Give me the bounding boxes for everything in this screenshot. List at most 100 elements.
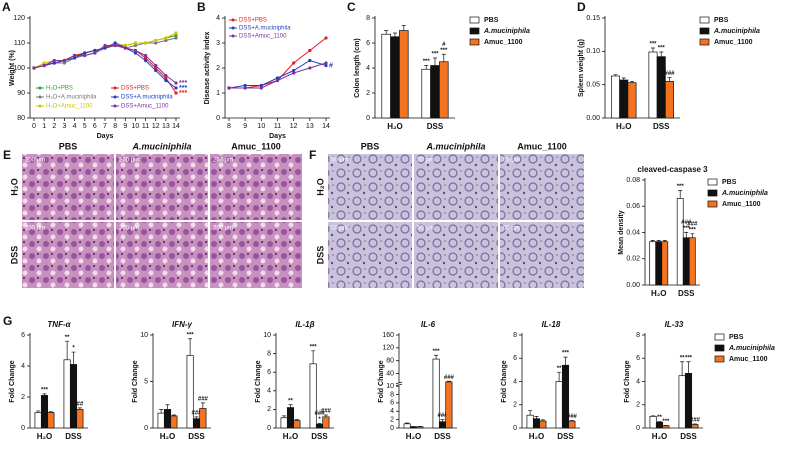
x-tick-label: 6 [93, 123, 97, 130]
y-tick-label: 10 [386, 383, 394, 390]
y-tick-label: 8 [267, 350, 271, 357]
data-point [164, 36, 168, 40]
data-point [243, 83, 247, 88]
error-bar [621, 77, 626, 80]
error-bar [159, 409, 164, 414]
bar [390, 36, 400, 119]
bar [430, 65, 440, 119]
y-tick-label: 2 [21, 394, 25, 401]
data-point [174, 31, 178, 35]
data-point [42, 63, 46, 68]
significance: *** [41, 387, 49, 393]
bar [416, 426, 424, 429]
legend-swatch [469, 38, 480, 46]
data-point [154, 66, 158, 70]
data-point [143, 53, 148, 58]
error-bar [563, 356, 568, 366]
bar [691, 424, 699, 429]
error-bar [288, 404, 293, 408]
scale-bar-label: 200 μm [119, 158, 139, 164]
error-bar [690, 233, 695, 238]
error-bar [678, 190, 683, 199]
panel-label: A [2, 0, 11, 14]
bar [568, 420, 576, 429]
y-tick-label: 0.04 [626, 229, 640, 236]
bar [69, 364, 78, 429]
x-tick-label: 4 [73, 123, 77, 130]
data-point [324, 63, 328, 68]
bar [322, 416, 330, 429]
error-bar [194, 416, 199, 419]
x-tick-label: H₂O [652, 432, 668, 441]
x-tick-label: 13 [306, 123, 314, 130]
error-bar [71, 351, 76, 365]
bar [439, 61, 449, 119]
data-point [154, 41, 158, 45]
significance: ** [557, 366, 562, 372]
y-axis-label: Weight (%) [9, 50, 16, 86]
bar [280, 417, 288, 429]
x-tick-label: H₂O [160, 432, 176, 441]
data-point [324, 61, 328, 65]
y-tick-label: 0 [366, 115, 370, 122]
bar [293, 420, 301, 429]
data-point [143, 41, 148, 45]
y-tick-label: 0 [390, 425, 394, 432]
chart-title: IL-18 [542, 320, 561, 329]
significance: ### [191, 410, 202, 416]
data-point [292, 68, 296, 73]
chart-title: IL-33 [665, 320, 684, 329]
data-point [72, 56, 77, 60]
legend-label: DSS+Amuc_1100 [121, 104, 169, 110]
data-point [133, 51, 138, 55]
bar [170, 415, 178, 429]
column-label: Amuc_1100 [517, 141, 567, 151]
x-tick-label: 10 [257, 123, 265, 130]
bar [157, 412, 165, 429]
y-tick-label: 0 [21, 425, 25, 432]
y-tick-label: 1 [216, 90, 220, 97]
legend-label: DSS+Amuc_1100 [239, 34, 287, 40]
bar [47, 412, 55, 429]
bar [409, 426, 418, 429]
chart-title: IL-1β [295, 320, 314, 329]
y-axis-label: Fold Change [255, 360, 262, 402]
data-point [243, 86, 247, 90]
legend-swatch [714, 355, 725, 363]
x-tick-label: H₂O [37, 432, 53, 441]
x-tick-label: DSS [678, 289, 695, 298]
panel-label: G [3, 314, 12, 328]
row-label: DSS [315, 246, 325, 265]
y-tick-label: 0 [216, 115, 220, 122]
x-tick-label: DSS [434, 432, 451, 441]
y-tick-label: 6 [366, 40, 370, 47]
error-bar [393, 32, 397, 37]
column-label: PBS [361, 141, 380, 151]
y-tick-label: 5 [144, 378, 148, 385]
y-tick-label: 40 [386, 370, 394, 377]
chart-title: IL-6 [421, 320, 436, 329]
significance: ### [681, 220, 692, 226]
significance: *** [440, 48, 448, 54]
error-bar [294, 419, 299, 421]
panel-label: D [577, 0, 586, 14]
bar [678, 375, 686, 429]
legend-swatch [231, 18, 235, 22]
error-bar [680, 361, 685, 376]
y-axis-label: Fold Change [501, 360, 508, 402]
bar [539, 420, 547, 429]
error-bar [656, 240, 661, 242]
legend-label: A.muciniphila [483, 28, 530, 35]
micrograph [328, 154, 412, 220]
error-bar [42, 393, 47, 396]
row-label: DSS [9, 246, 19, 265]
data-point [83, 53, 87, 58]
x-tick-label: 8 [113, 123, 117, 130]
x-tick-label: 8 [227, 123, 231, 130]
error-bar [684, 232, 689, 238]
data-point [308, 48, 312, 53]
significance: *** [562, 351, 570, 357]
legend-swatch [231, 26, 235, 30]
x-tick-label: 2 [52, 123, 56, 130]
data-point [174, 36, 178, 40]
